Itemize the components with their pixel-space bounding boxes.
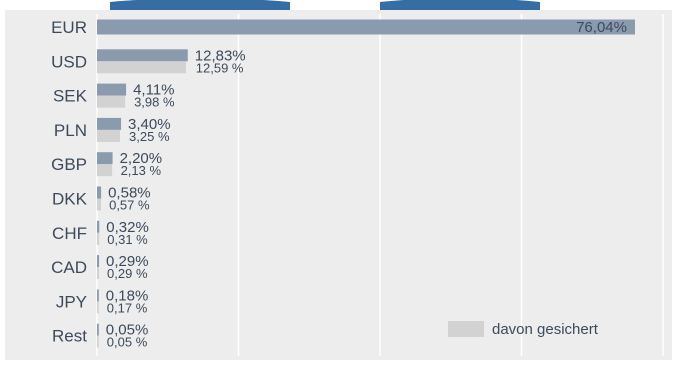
- category-label: CHF: [52, 224, 87, 243]
- category-label: EUR: [51, 18, 87, 37]
- category-label: Rest: [52, 327, 87, 346]
- bar-chf: [97, 220, 100, 233]
- bar-gbp: [97, 152, 113, 165]
- bar-eur: [97, 19, 635, 35]
- value-label: 0,29%: [106, 253, 149, 270]
- category-label: JPY: [56, 292, 87, 311]
- value-label-gesichert: 0,57 %: [109, 198, 150, 213]
- bar-pln: [97, 117, 122, 130]
- bars: [97, 19, 635, 348]
- value-label: 0,05%: [106, 322, 149, 339]
- labels: EUR 76,04% USD 12,83%12,59 % SEK 4,11%3,98 % P…: [51, 18, 627, 350]
- grid-lines: [96, 14, 664, 356]
- bar-jpy-gesichert: [97, 301, 99, 314]
- bar-pln-gesichert: [97, 129, 120, 142]
- bar-usd: [97, 49, 188, 62]
- category-label: DKK: [52, 190, 88, 209]
- value-label-gesichert: 0,05 %: [107, 335, 148, 350]
- category-label: CAD: [51, 258, 87, 277]
- bar-jpy: [97, 289, 99, 302]
- legend: davon gesichert: [448, 321, 599, 338]
- bar-cad: [97, 255, 100, 268]
- value-label: 2,20%: [120, 150, 163, 167]
- bar-sek: [97, 83, 127, 96]
- value-label: 0,18%: [106, 287, 149, 304]
- bar-dkk-gesichert: [97, 198, 102, 211]
- bar-dkk: [97, 186, 102, 199]
- bar-rest: [97, 323, 99, 336]
- value-label: 76,04%: [576, 19, 627, 36]
- bar-gbp-gesichert: [97, 164, 113, 177]
- value-label-gesichert: 0,17 %: [107, 300, 148, 315]
- legend-label: davon gesichert: [492, 321, 599, 338]
- category-label: USD: [51, 52, 87, 71]
- value-label: 12,83%: [195, 47, 246, 64]
- value-label: 4,11%: [133, 82, 174, 99]
- value-label-gesichert: 0,29 %: [107, 266, 148, 281]
- cropped-title-fragment: [110, 0, 540, 10]
- category-label: SEK: [53, 87, 88, 106]
- value-label-gesichert: 3,98 %: [134, 95, 175, 110]
- category-label: GBP: [51, 155, 87, 174]
- bar-cad-gesichert: [97, 267, 100, 280]
- value-label: 0,32%: [106, 219, 149, 236]
- value-label-gesichert: 0,31 %: [107, 232, 148, 247]
- category-label: PLN: [54, 121, 87, 140]
- bar-rest-gesichert: [97, 335, 99, 348]
- value-label-gesichert: 3,25 %: [129, 129, 170, 144]
- value-label-gesichert: 2,13 %: [121, 163, 162, 178]
- value-label: 3,40%: [128, 116, 171, 133]
- value-label-gesichert: 12,59 %: [196, 60, 244, 75]
- bar-usd-gesichert: [97, 61, 187, 74]
- bar-sek-gesichert: [97, 95, 126, 108]
- legend-swatch: [448, 321, 484, 337]
- bar-chf-gesichert: [97, 232, 100, 245]
- value-label: 0,58%: [108, 185, 151, 202]
